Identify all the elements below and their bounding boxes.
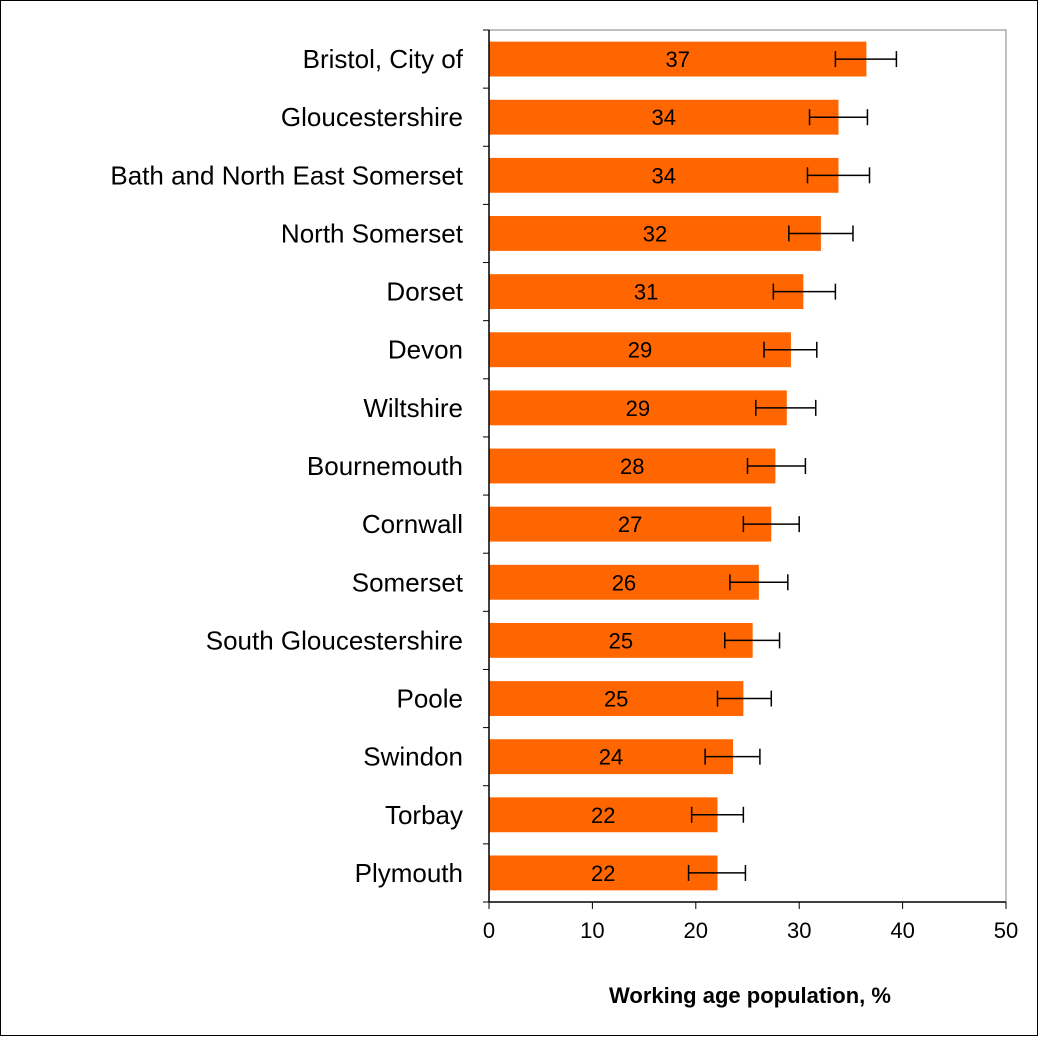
data-label-0: 37 bbox=[665, 47, 689, 72]
data-label-14: 22 bbox=[591, 861, 615, 886]
category-label-12: Swindon bbox=[363, 742, 463, 772]
data-label-3: 32 bbox=[643, 221, 667, 246]
x-tick-label-0: 0 bbox=[483, 918, 495, 943]
data-label-10: 25 bbox=[609, 628, 633, 653]
error-bar-9 bbox=[729, 574, 789, 591]
error-bar-7 bbox=[746, 458, 807, 474]
x-tick-label-4: 40 bbox=[890, 918, 914, 943]
category-labels-group: Bristol, City of Gloucestershire Bath and … bbox=[110, 44, 463, 888]
bars-group: 37 34 34 32 31 29 29 28 27 26 25 25 24 22 22 bbox=[489, 41, 867, 891]
axes-group: 0 10 20 30 40 50 bbox=[483, 29, 1018, 943]
category-label-9: Somerset bbox=[352, 567, 464, 597]
category-label-10: South Gloucestershire bbox=[206, 625, 463, 655]
error-bar-11 bbox=[716, 690, 773, 707]
data-label-13: 22 bbox=[591, 803, 615, 828]
error-bars-group bbox=[687, 51, 898, 881]
data-label-1: 34 bbox=[652, 105, 676, 130]
category-label-11: Poole bbox=[397, 684, 464, 714]
bar-13 bbox=[489, 797, 718, 833]
x-axis-title: Working age population, % bbox=[609, 983, 891, 1008]
category-label-8: Cornwall bbox=[362, 509, 463, 539]
bar-5 bbox=[489, 332, 791, 368]
error-bar-0 bbox=[834, 51, 898, 68]
bar-1 bbox=[489, 99, 839, 135]
error-bar-2 bbox=[806, 167, 871, 184]
x-tick-label-2: 20 bbox=[684, 918, 708, 943]
x-tick-label-3: 30 bbox=[787, 918, 811, 943]
error-bar-4 bbox=[772, 283, 837, 300]
data-label-2: 34 bbox=[652, 163, 676, 188]
category-label-14: Plymouth bbox=[355, 858, 463, 888]
bar-2 bbox=[489, 157, 839, 193]
data-label-6: 29 bbox=[626, 396, 650, 421]
category-label-7: Bournemouth bbox=[307, 451, 463, 481]
category-label-3: North Somerset bbox=[281, 218, 464, 248]
category-label-2: Bath and North East Somerset bbox=[110, 160, 463, 190]
category-label-5: Devon bbox=[388, 335, 463, 365]
error-bar-14 bbox=[687, 864, 747, 881]
bar-9 bbox=[489, 564, 759, 600]
data-label-12: 24 bbox=[599, 745, 623, 770]
x-tick-label-5: 50 bbox=[994, 918, 1018, 943]
data-label-5: 29 bbox=[628, 338, 652, 363]
error-bar-3 bbox=[788, 225, 854, 242]
data-label-8: 27 bbox=[618, 512, 642, 537]
bar-0 bbox=[489, 41, 867, 77]
bar-6 bbox=[489, 390, 787, 426]
bar-10 bbox=[489, 622, 753, 658]
category-label-1: Gloucestershire bbox=[281, 102, 463, 132]
category-label-6: Wiltshire bbox=[363, 393, 463, 423]
data-label-7: 28 bbox=[620, 454, 644, 479]
bar-14 bbox=[489, 855, 718, 891]
error-bar-6 bbox=[755, 399, 817, 416]
bar-7 bbox=[489, 448, 776, 484]
error-bar-10 bbox=[724, 632, 781, 649]
bar-12 bbox=[489, 739, 734, 775]
error-bar-13 bbox=[690, 806, 745, 823]
bar-3 bbox=[489, 216, 821, 251]
error-bar-12 bbox=[704, 748, 761, 765]
bar-8 bbox=[489, 506, 772, 542]
data-label-9: 26 bbox=[612, 570, 636, 595]
error-bar-1 bbox=[808, 109, 869, 126]
bar-11 bbox=[489, 681, 744, 716]
x-tick-label-1: 10 bbox=[580, 918, 604, 943]
bar-4 bbox=[489, 274, 804, 310]
error-bar-5 bbox=[763, 341, 818, 358]
category-label-0: Bristol, City of bbox=[303, 44, 464, 74]
category-label-13: Torbay bbox=[385, 800, 463, 830]
data-label-4: 31 bbox=[634, 280, 658, 305]
category-label-4: Dorset bbox=[386, 277, 463, 307]
data-label-11: 25 bbox=[604, 687, 628, 712]
error-bar-8 bbox=[742, 516, 800, 533]
